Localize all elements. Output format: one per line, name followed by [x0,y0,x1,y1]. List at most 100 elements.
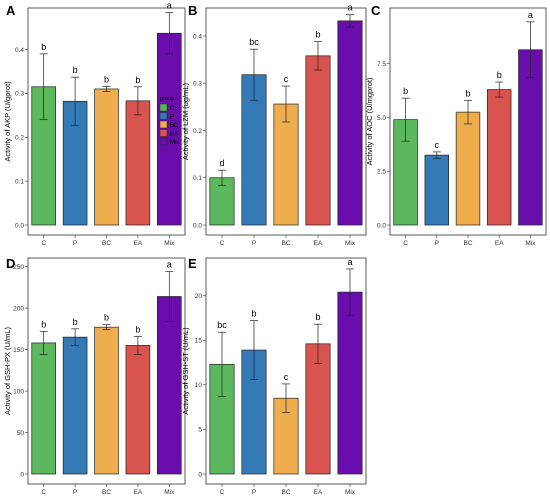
significance-letter-mix: a [167,260,172,270]
legend-swatch-c [159,103,168,112]
panel-c: C 0.0 2.5 5.0 7.5 Activity of AOC (U/mgprot) b… [365,3,547,247]
panel-letter-a: A [6,3,16,18]
y-tick-label: 5.0 [377,115,386,122]
legend-swatch-ea [159,129,168,137]
bar-mix [157,296,182,475]
x-tick-label-p: P [73,240,77,247]
bar-ea [486,89,512,226]
y-tick-label: 0.0 [193,222,202,229]
x-tick-label-ea: EA [495,240,504,247]
significance-letter-c: bc [217,320,227,330]
y-axis-label: Activity of AOC (U/mgprot) [365,77,374,165]
significance-letter-p: b [73,65,78,75]
panel-e: E 0 5 10 15 20 Activity of GSH-ST (U/mL) bc Cb Pc… [181,256,367,496]
x-tick-label-p: P [435,240,439,247]
bar-bc [455,111,481,226]
y-tick-label: 250 [13,264,24,271]
x-tick-label-mix: Mix [345,489,356,496]
legend-swatch-mix [159,137,168,146]
bar-p [424,154,450,226]
y-tick-label: 0.4 [193,33,202,40]
x-tick-label-mix: Mix [164,240,175,247]
significance-letter-mix: a [347,257,352,267]
x-tick-label-bc: BC [463,240,472,247]
y-tick-label: 0.4 [15,47,24,54]
legend-label-p: P [170,115,174,121]
bar-bc [94,88,119,226]
y-tick-label: 20 [195,293,203,300]
y-tick-label: 150 [13,347,24,354]
y-tick-label: 2.5 [377,169,386,176]
x-tick-label-bc: BC [281,240,290,247]
y-tick-label: 0.0 [15,222,24,229]
y-tick-label: 15 [195,338,203,345]
significance-letter-ea: b [315,312,320,322]
x-tick-label-bc: BC [281,489,290,496]
x-tick-label-p: P [252,489,256,496]
y-axis-label: Activity of GSH-PX (U/mL) [3,327,12,415]
y-tick-label: 0 [20,471,24,478]
significance-letter-mix: a [167,1,172,11]
bar-bc [94,326,119,475]
y-tick-label: 0.2 [193,128,202,135]
panel-letter-e: E [188,256,197,271]
y-tick-label: 7.5 [377,61,386,68]
legend-label-ea: EA [170,132,178,138]
significance-letter-mix: a [528,10,533,20]
significance-letter-p: b [73,317,78,327]
significance-letter-bc: b [465,88,470,98]
y-tick-label: 0.1 [15,178,24,185]
significance-letter-c: b [403,86,408,96]
y-axis-label: Activity of GSH-ST (U/mL) [181,327,190,415]
x-tick-label-ea: EA [134,489,143,496]
bar-ea [305,55,331,226]
bar-bc [273,103,299,226]
y-tick-label: 100 [13,388,24,395]
y-tick-label: 0.2 [15,135,24,142]
significance-letter-c: b [41,42,46,52]
x-tick-label-mix: Mix [164,489,175,496]
x-tick-label-p: P [252,240,256,247]
x-tick-label-c: C [220,240,225,247]
y-tick-label: 0 [198,471,202,478]
significance-letter-p: bc [249,37,259,47]
significance-letter-p: c [435,140,440,150]
y-tick-label: 0.0 [377,222,386,229]
legend: group CP BC EA Mix [159,96,179,146]
panel-letter-b: B [188,3,197,18]
significance-letter-bc: b [104,313,109,323]
bar-mix [157,32,182,226]
x-tick-label-mix: Mix [525,240,536,247]
bar-mix [337,291,363,475]
x-tick-label-c: C [41,489,46,496]
significance-letter-bc: b [104,74,109,84]
panel-b: B 0.0 0.1 0.2 0.3 0.4 Activity of LZM (ug/mL) d… [181,3,367,247]
y-tick-label: 5 [198,427,202,434]
x-tick-label-ea: EA [134,240,143,247]
x-tick-label-c: C [403,240,408,247]
legend-swatch-bc [159,120,168,129]
significance-letter-c: d [219,158,224,168]
panel-letter-d: D [6,256,15,271]
panel-letter-c: C [371,3,381,18]
significance-letter-bc: c [284,372,289,382]
significance-letter-c: b [41,319,46,329]
x-tick-label-bc: BC [102,489,111,496]
significance-letter-p: b [251,309,256,319]
panel-a: A 0.0 0.1 0.2 0.3 0.4 Activity of AKP (U/gprot… [3,1,186,247]
y-axis-label: Activity of AKP (U/gprot) [3,81,12,162]
significance-letter-mix: a [347,3,352,13]
y-axis-label: Activity of LZM (ug/mL) [181,82,190,160]
x-tick-label-p: P [73,489,77,496]
bar-ea [305,343,331,475]
y-tick-label: 200 [13,305,24,312]
bar-ea [125,345,151,475]
bar-p [62,336,88,475]
legend-label-bc: BC [170,123,179,129]
y-tick-label: 0.3 [193,81,202,88]
y-tick-label: 0.3 [15,91,24,98]
x-tick-label-mix: Mix [345,240,356,247]
bar-mix [337,20,363,226]
legend-title: group [160,96,174,102]
x-tick-label-ea: EA [314,489,323,496]
